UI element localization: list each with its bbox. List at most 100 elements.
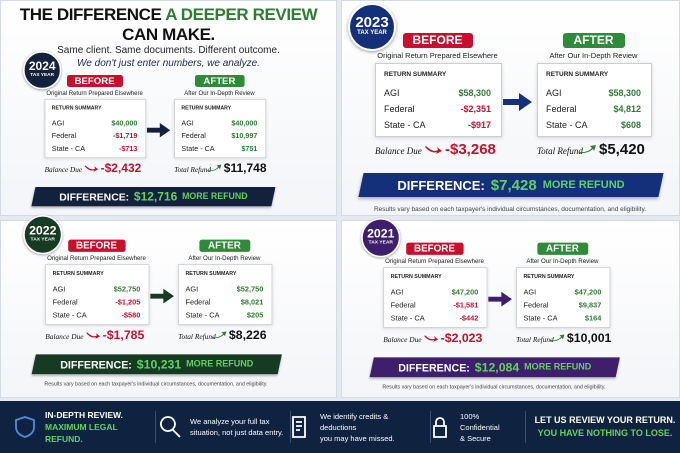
- row-value: $47,200: [451, 287, 479, 296]
- before-label: BEFORE: [405, 242, 464, 255]
- disclaimer: Results vary based on each taxpayer's in…: [382, 384, 606, 391]
- title-part: THE DIFFERENCE: [19, 5, 162, 24]
- arrow: [150, 288, 174, 304]
- year: 2021: [367, 227, 395, 241]
- difference: DIFFERENCE: $10,231 MORE REFUND: [34, 354, 280, 374]
- row-label: Federal: [546, 104, 577, 114]
- footer-icon: [292, 416, 306, 438]
- difference: DIFFERENCE: $12,716 MORE REFUND: [33, 187, 273, 206]
- result-value: -$1,785: [102, 328, 145, 343]
- icon-shape: [433, 417, 447, 438]
- return-summary: RETURN SUMMARY AGI $40,000 Federal $10,997 St…: [174, 99, 267, 159]
- row-label: Federal: [185, 297, 211, 307]
- arrow: [212, 331, 227, 339]
- icon-shape: [292, 416, 306, 438]
- row-label: State - CA: [185, 310, 220, 320]
- footer-line: MAXIMUM LEGAL REFUND.: [45, 422, 118, 444]
- tagline: We don't just enter numbers, we analyze.: [77, 58, 260, 69]
- row-label: AGI: [51, 119, 65, 127]
- footer-line: We analyze your full tax: [190, 417, 270, 426]
- arrow-shape: [424, 335, 439, 342]
- footer-item: We identify credits & deductions you may …: [290, 401, 425, 453]
- row-value: $58,300: [608, 88, 641, 98]
- separator: [525, 411, 526, 443]
- after-caption: After Our In-Depth Review: [549, 51, 638, 60]
- before-label: BEFORE: [67, 239, 126, 252]
- row-label: AGI: [523, 287, 537, 296]
- row-value: $52,750: [236, 284, 264, 293]
- row-value: -$1,581: [453, 300, 479, 310]
- icon-shape: [160, 416, 181, 438]
- return-summary: RETURN SUMMARY AGI $52,750 Federal $8,021 Sta…: [178, 264, 273, 325]
- footer-text: We analyze your full tax situation, not j…: [190, 416, 283, 438]
- year-badge: 2024 TAX YEAR: [23, 51, 62, 90]
- row-value: $10,997: [231, 131, 258, 140]
- arrow: [488, 291, 512, 307]
- arrow-shape: [150, 288, 174, 304]
- row-label: AGI: [390, 287, 404, 296]
- arrow-shape: [84, 165, 99, 172]
- difference-value: $10,231: [136, 357, 182, 372]
- difference-value: $12,716: [133, 189, 178, 204]
- after-caption: After Our In-Depth Review: [188, 254, 261, 262]
- footer-item: We analyze your full tax situation, not j…: [160, 401, 285, 453]
- arrow-shape: [488, 291, 512, 307]
- row-label: AGI: [185, 284, 199, 293]
- row-label: State - CA: [523, 313, 558, 323]
- arrow: [147, 123, 171, 138]
- summary-title: RETURN SUMMARY: [523, 273, 575, 280]
- row-value: -$917: [467, 120, 491, 130]
- year-label: TAX YEAR: [30, 72, 55, 78]
- title-part: CAN MAKE.: [122, 25, 215, 44]
- arrow: [579, 145, 596, 154]
- after-label: AFTER: [194, 75, 245, 87]
- before-label: BEFORE: [402, 33, 473, 48]
- arrow-shape: [86, 332, 101, 339]
- difference-label: DIFFERENCE:: [398, 361, 470, 374]
- year-badge: 2021 TAX YEAR: [361, 218, 401, 258]
- row-value: $205: [246, 310, 264, 320]
- row-value: -$713: [118, 144, 138, 153]
- footer-icon: [160, 416, 181, 438]
- tax-year-panel: 2023 TAX YEAR BEFORE Original Return Prepar…: [343, 3, 677, 215]
- before-caption: Original Return Prepared Elsewhere: [377, 51, 498, 60]
- result-label: Total Refund: [174, 165, 211, 174]
- footer-text: IN-DEPTH REVIEW. MAXIMUM LEGAL REFUND.: [45, 409, 150, 445]
- summary-title: RETURN SUMMARY: [51, 105, 102, 111]
- footer-line: We identify credits & deductions: [320, 411, 389, 432]
- result-value: -$2,023: [440, 331, 483, 346]
- row-value: $47,200: [574, 287, 602, 296]
- tax-year-panel: 2021 TAX YEAR BEFORE Original Return Prepar…: [357, 218, 631, 392]
- cta-text: LET US REVIEW YOUR RETURN. YOU HAVE NOTHI…: [535, 414, 676, 440]
- row-label: Federal: [181, 131, 206, 140]
- row-label: Federal: [390, 300, 416, 310]
- before-label: BEFORE: [66, 75, 123, 87]
- row-value: $751: [241, 144, 258, 153]
- arrow: [425, 146, 442, 154]
- row-value: $9,837: [578, 300, 602, 310]
- before-caption: Original Return Prepared Elsewhere: [385, 257, 484, 265]
- year-label: TAX YEAR: [357, 30, 387, 36]
- row-label: Federal: [384, 104, 415, 114]
- row-value: $8,021: [240, 297, 264, 307]
- footer-icon: [433, 417, 447, 438]
- footer-line: & Secure: [460, 433, 491, 443]
- separator: [290, 411, 291, 443]
- year-badge: 2022 TAX YEAR: [23, 215, 63, 255]
- return-summary: RETURN SUMMARY AGI $47,200 Federal $9,837 Sta…: [516, 267, 611, 328]
- separator: [430, 411, 431, 443]
- after-caption: After Our In-Depth Review: [526, 257, 599, 265]
- arrow-shape: [550, 334, 565, 342]
- footer-text: 100% Confidential & Secure: [460, 411, 520, 444]
- year: 2023: [355, 14, 389, 31]
- result-value: $5,420: [599, 141, 645, 158]
- arrow-shape: [147, 123, 171, 138]
- difference-suffix: MORE REFUND: [542, 179, 625, 191]
- row-label: State - CA: [181, 144, 215, 153]
- row-value: -$580: [121, 310, 141, 320]
- footer-line: 100% Confidential: [460, 411, 500, 432]
- summary-title: RETURN SUMMARY: [546, 71, 609, 78]
- row-label: AGI: [546, 88, 562, 98]
- footer-text: We identify credits & deductions you may …: [320, 411, 425, 444]
- row-value: $4,812: [613, 104, 641, 114]
